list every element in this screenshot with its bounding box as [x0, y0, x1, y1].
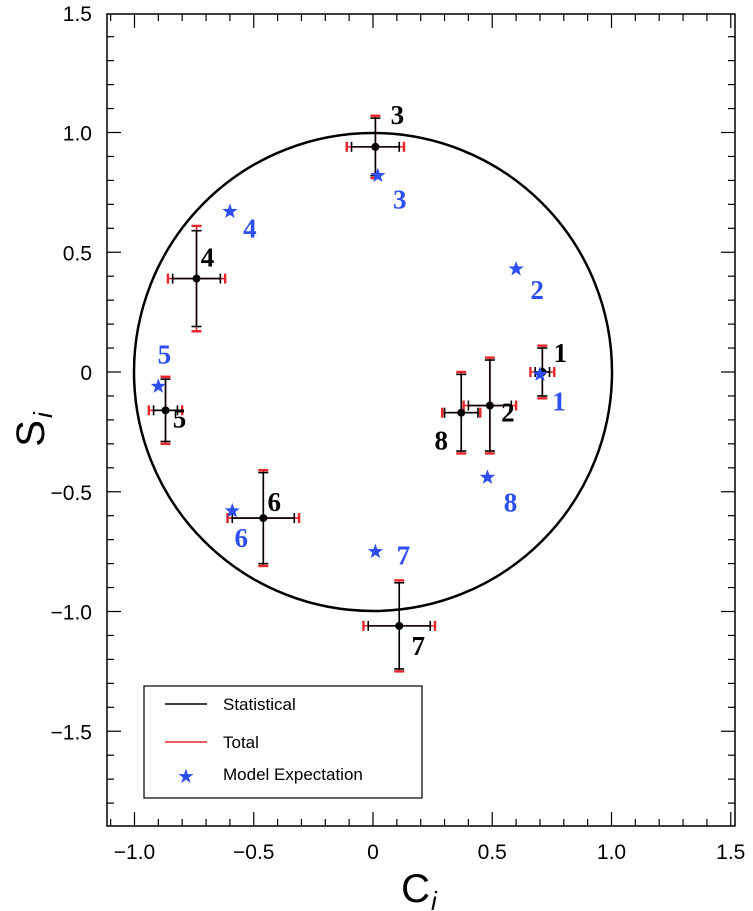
model-star	[370, 167, 386, 183]
x-tick-labels: −1.0 −0.5 0 0.5 1.0 1.5	[114, 841, 746, 864]
y-tick-labels: −1.5 −1.0 −0.5 0 0.5 1.0 1.5	[51, 3, 92, 745]
model-star	[224, 502, 240, 518]
model-star	[508, 261, 524, 276]
y-axis-title-main: S	[9, 420, 53, 447]
measurement-label: 2	[501, 398, 515, 428]
y-tick-label: 0.5	[63, 242, 92, 265]
measurement-label: 8	[434, 426, 448, 456]
model-star	[222, 203, 238, 219]
measurement-point	[395, 621, 404, 630]
model-star	[367, 543, 383, 559]
legend-total-label: Total	[223, 733, 259, 752]
measurement-point	[259, 514, 268, 523]
point-labels: 1 2 3 4 5 6 7 8 1 2 3 4 5 6 7 8	[158, 100, 567, 661]
x-tick-label: 1.0	[597, 841, 626, 864]
model-label: 2	[530, 275, 544, 305]
model-label: 1	[552, 386, 566, 416]
measurement-point	[485, 401, 494, 410]
model-star	[532, 366, 548, 381]
x-tick-label: 1.5	[716, 841, 745, 864]
x-axis-title-main: C	[401, 867, 430, 911]
legend-model-label: Model Expectation	[223, 765, 363, 784]
model-label: 6	[235, 523, 249, 553]
y-tick-label: −1.0	[51, 602, 92, 625]
x-tick-label: 0	[367, 841, 379, 864]
y-tick-label: −0.5	[51, 482, 92, 505]
measurement-label: 5	[173, 403, 187, 433]
y-tick-label: 0	[80, 362, 92, 385]
x-axis-title-subscript: i	[431, 886, 438, 911]
measurement-label: 4	[201, 243, 215, 273]
y-tick-label: 1.0	[63, 123, 92, 146]
x-axis-title: C	[401, 867, 430, 911]
y-axis-title-subscript: i	[28, 411, 58, 418]
measurement-label: 6	[268, 487, 282, 517]
model-label: 3	[393, 185, 407, 215]
unit-circle	[132, 131, 614, 613]
legend-model-swatch: ★	[177, 764, 195, 788]
measurement-label: 7	[411, 631, 425, 661]
model-star	[479, 469, 496, 484]
y-axis-title: S i	[9, 411, 58, 447]
x-tick-label: −1.0	[114, 841, 155, 864]
model-star	[150, 378, 166, 393]
model-label: 8	[504, 487, 518, 517]
measurement-label: 1	[554, 338, 568, 368]
model-label: 4	[243, 214, 257, 244]
legend: Statistical Total ★ Model Expectation	[143, 685, 423, 799]
measurement-point	[371, 142, 380, 151]
y-tick-label: 1.5	[63, 3, 92, 26]
axis-ticks	[107, 14, 735, 826]
measurement-label: 3	[391, 100, 405, 130]
model-label: 5	[158, 339, 172, 369]
measurement-point	[161, 406, 170, 415]
measurement-point	[192, 274, 201, 283]
model-expectation-stars	[150, 167, 548, 559]
x-tick-label: 0.5	[478, 841, 507, 864]
measurement-point	[457, 408, 466, 417]
y-tick-label: −1.5	[51, 721, 92, 744]
legend-statistical-label: Statistical	[223, 695, 296, 714]
model-label: 7	[397, 541, 411, 571]
x-tick-label: −0.5	[233, 841, 274, 864]
